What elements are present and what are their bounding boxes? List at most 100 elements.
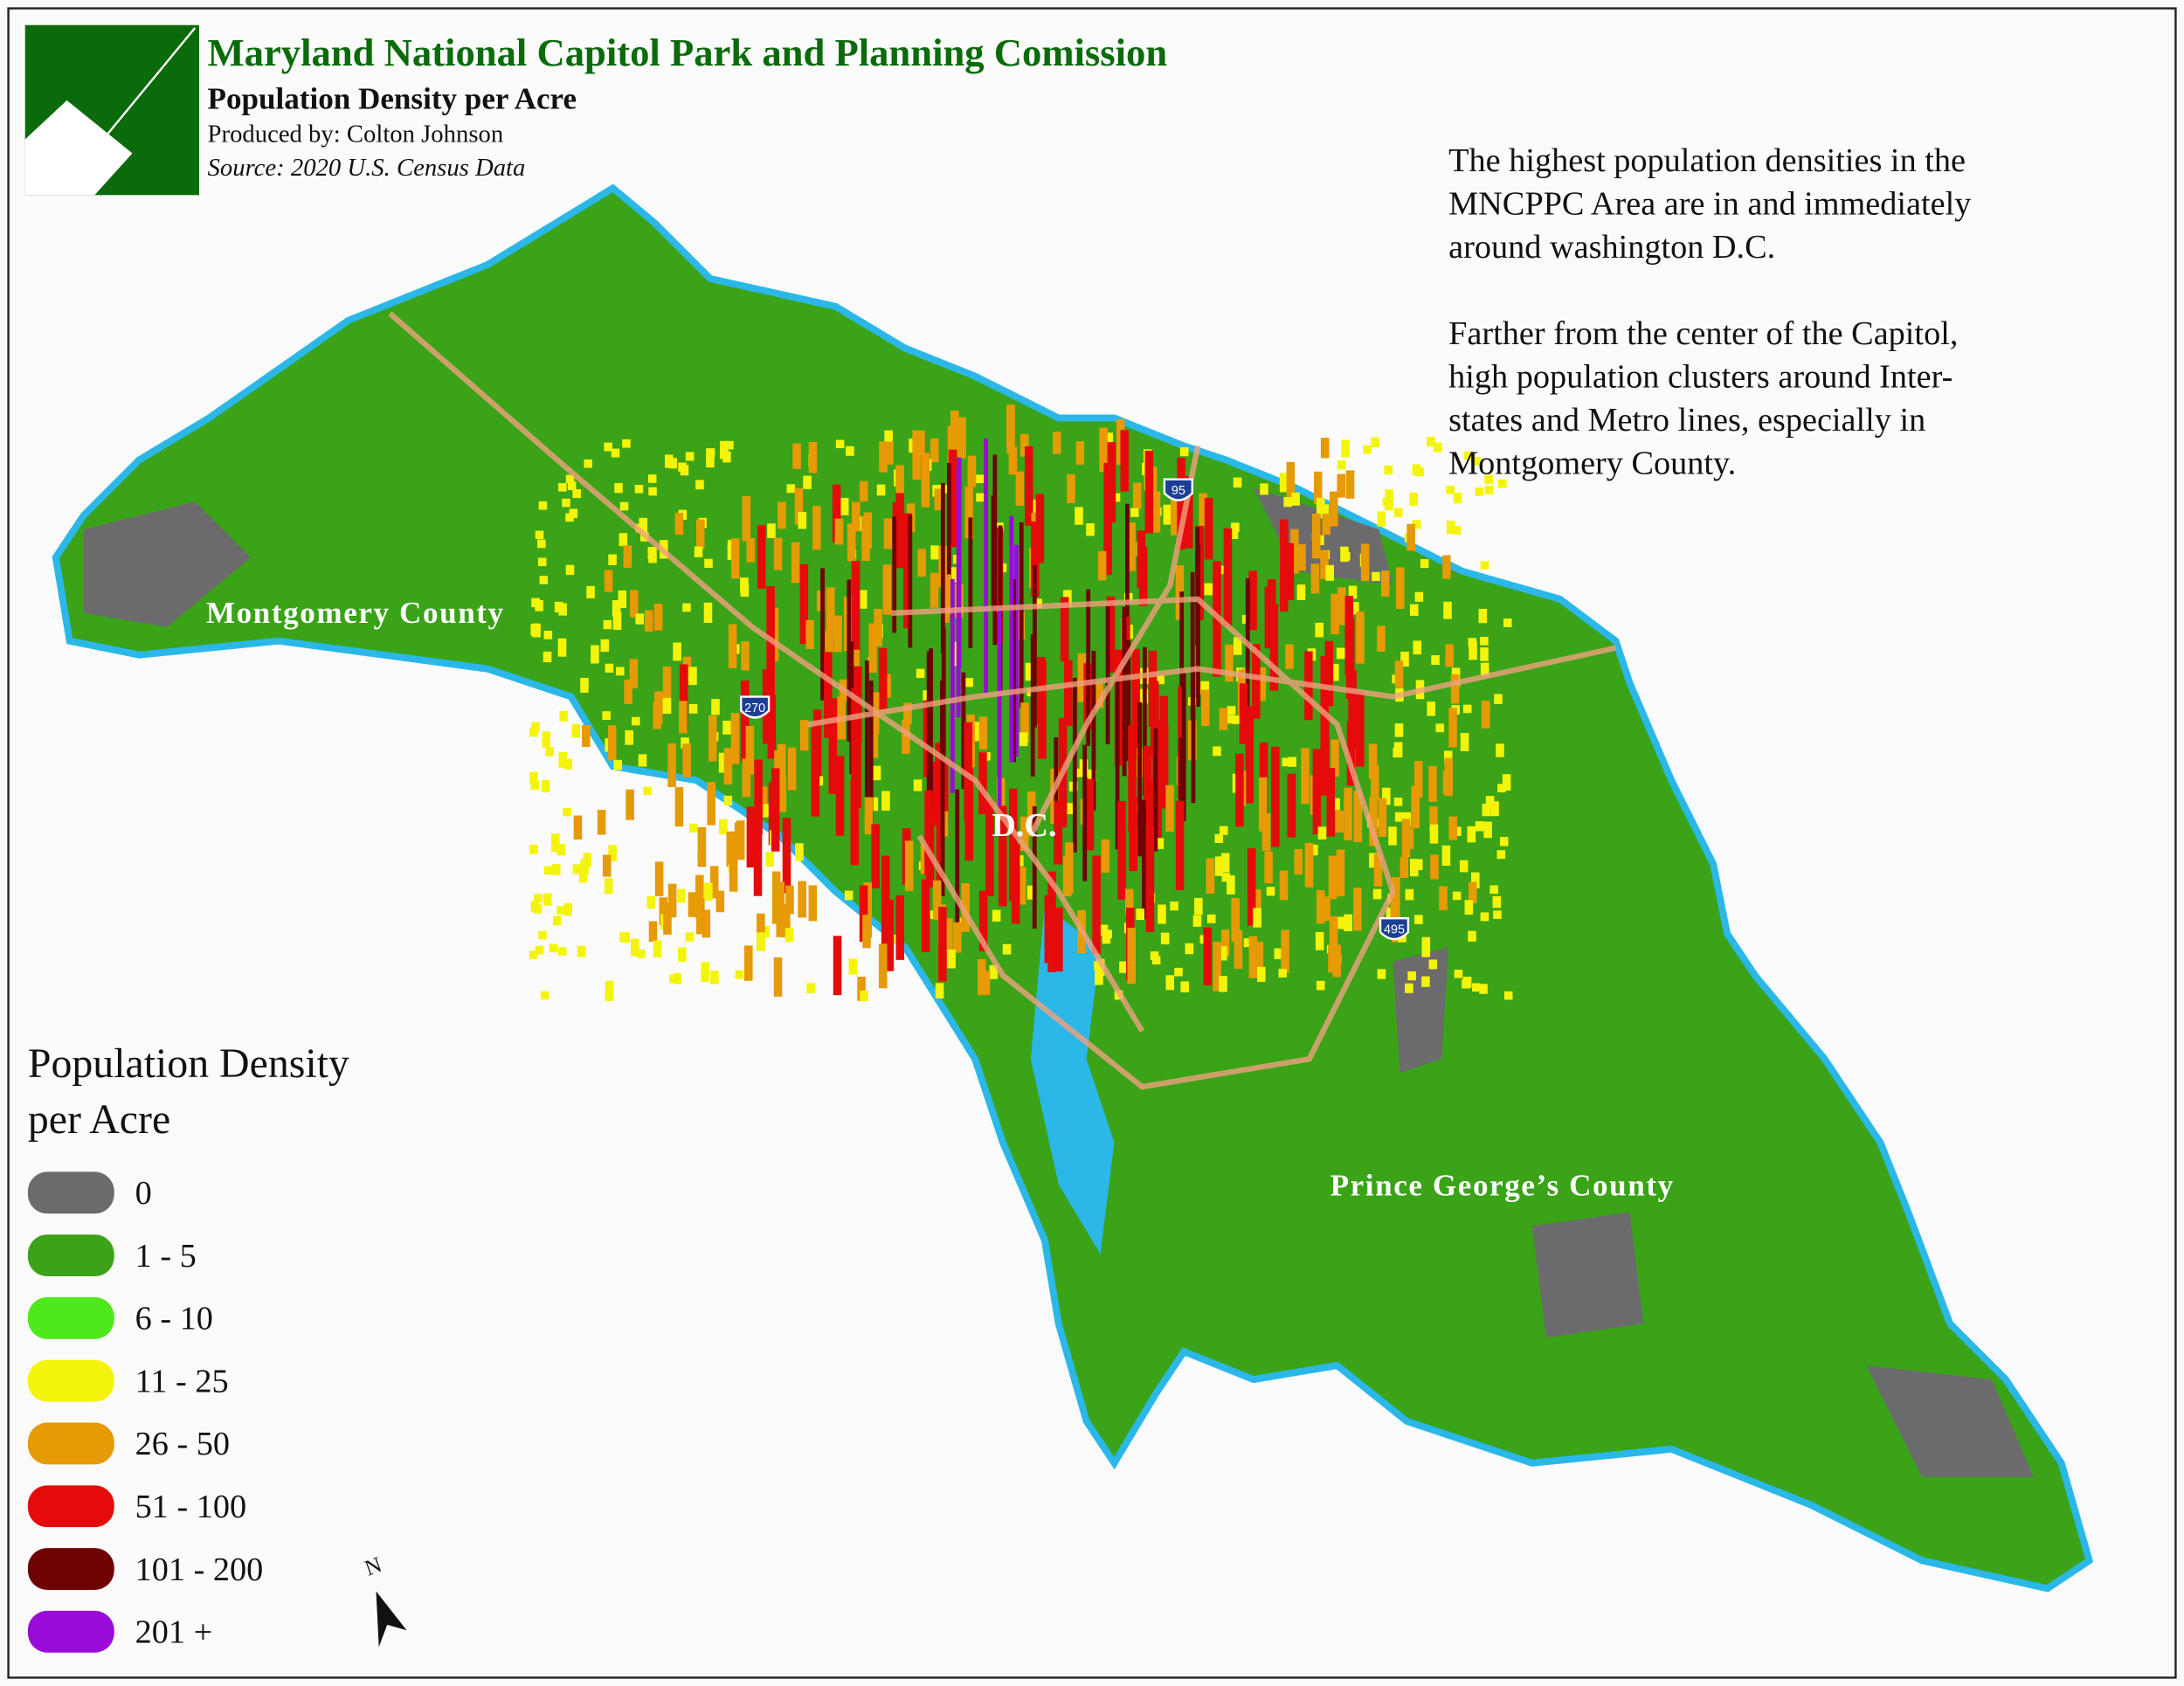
spike	[1345, 470, 1355, 499]
spike	[895, 493, 904, 569]
spike	[1177, 457, 1185, 550]
spike	[1085, 778, 1095, 851]
spike	[1407, 971, 1416, 981]
spike	[948, 449, 957, 548]
spike	[1331, 798, 1340, 811]
spike	[828, 698, 838, 794]
spike	[1336, 916, 1345, 929]
spike	[1204, 583, 1213, 596]
spike	[1279, 870, 1289, 901]
spike	[1385, 501, 1393, 511]
spike	[1324, 640, 1334, 707]
spike	[1014, 544, 1019, 757]
spike	[542, 731, 551, 749]
spike	[1497, 784, 1506, 793]
spike	[921, 879, 930, 952]
spike	[1371, 437, 1380, 448]
spike	[1075, 441, 1085, 465]
spike	[1271, 746, 1280, 847]
spike	[1180, 981, 1189, 993]
spike	[704, 882, 713, 902]
legend-swatch	[27, 1296, 114, 1339]
spike	[1320, 438, 1330, 459]
spike	[543, 630, 553, 639]
spike	[1472, 457, 1482, 466]
spike	[611, 448, 620, 458]
spike	[1011, 843, 1020, 924]
spike	[1225, 715, 1234, 724]
spike	[708, 715, 717, 762]
legend-label: 6 - 10	[135, 1301, 213, 1337]
spike	[538, 501, 548, 510]
spike	[1494, 694, 1503, 704]
spike	[1127, 927, 1137, 985]
spike	[1009, 515, 1014, 763]
spike	[956, 466, 961, 718]
spike	[709, 866, 719, 899]
spike	[1102, 933, 1111, 944]
spike	[644, 610, 653, 632]
spike	[1233, 637, 1242, 655]
spike	[971, 722, 981, 742]
spike	[1428, 959, 1438, 970]
spike	[1233, 477, 1242, 488]
spike	[1019, 522, 1024, 708]
spike	[1086, 589, 1091, 746]
spike	[629, 659, 639, 688]
spike	[1245, 706, 1254, 804]
spike	[1026, 885, 1036, 900]
spike	[556, 844, 566, 856]
spike	[563, 758, 573, 770]
spike	[1232, 715, 1241, 724]
spike	[1091, 650, 1096, 811]
spike	[1060, 597, 1069, 662]
spike	[884, 430, 893, 446]
spike	[1103, 462, 1112, 576]
spike	[1337, 460, 1346, 470]
spike	[1483, 821, 1492, 839]
spike	[653, 940, 662, 957]
spike	[1348, 669, 1357, 750]
spike	[572, 864, 582, 874]
spike	[805, 619, 814, 649]
spike	[940, 482, 945, 653]
spike	[1322, 514, 1330, 536]
spike	[864, 660, 869, 817]
spike	[703, 602, 713, 623]
spike	[1485, 796, 1495, 808]
spike	[746, 806, 756, 867]
spike	[1373, 853, 1383, 887]
spike	[871, 824, 880, 888]
legend-label: 101 - 200	[135, 1551, 264, 1588]
spike	[679, 664, 688, 730]
spike	[1413, 859, 1423, 871]
spike	[1472, 983, 1481, 992]
spike	[1467, 826, 1476, 843]
spike	[1288, 757, 1296, 767]
spike	[1372, 888, 1382, 900]
spike	[710, 971, 719, 985]
spike	[742, 758, 751, 798]
spike	[586, 585, 595, 598]
legend-swatch	[27, 1610, 114, 1653]
spike	[1258, 777, 1268, 832]
spike	[1214, 856, 1224, 876]
spike	[1363, 445, 1372, 454]
spike	[730, 538, 740, 579]
spike	[1111, 493, 1121, 502]
spike	[1219, 826, 1228, 835]
spike	[1499, 836, 1509, 846]
spike	[1290, 529, 1299, 574]
shield	[740, 695, 771, 719]
spike	[1020, 702, 1029, 743]
spike	[1471, 872, 1480, 888]
spike	[978, 752, 987, 814]
spike	[1266, 887, 1275, 896]
spike	[1410, 859, 1419, 877]
spike	[1231, 897, 1240, 943]
spike	[1421, 936, 1431, 954]
spike	[529, 728, 538, 737]
spike	[673, 642, 681, 661]
spike	[1394, 723, 1404, 737]
spike	[1411, 785, 1420, 829]
